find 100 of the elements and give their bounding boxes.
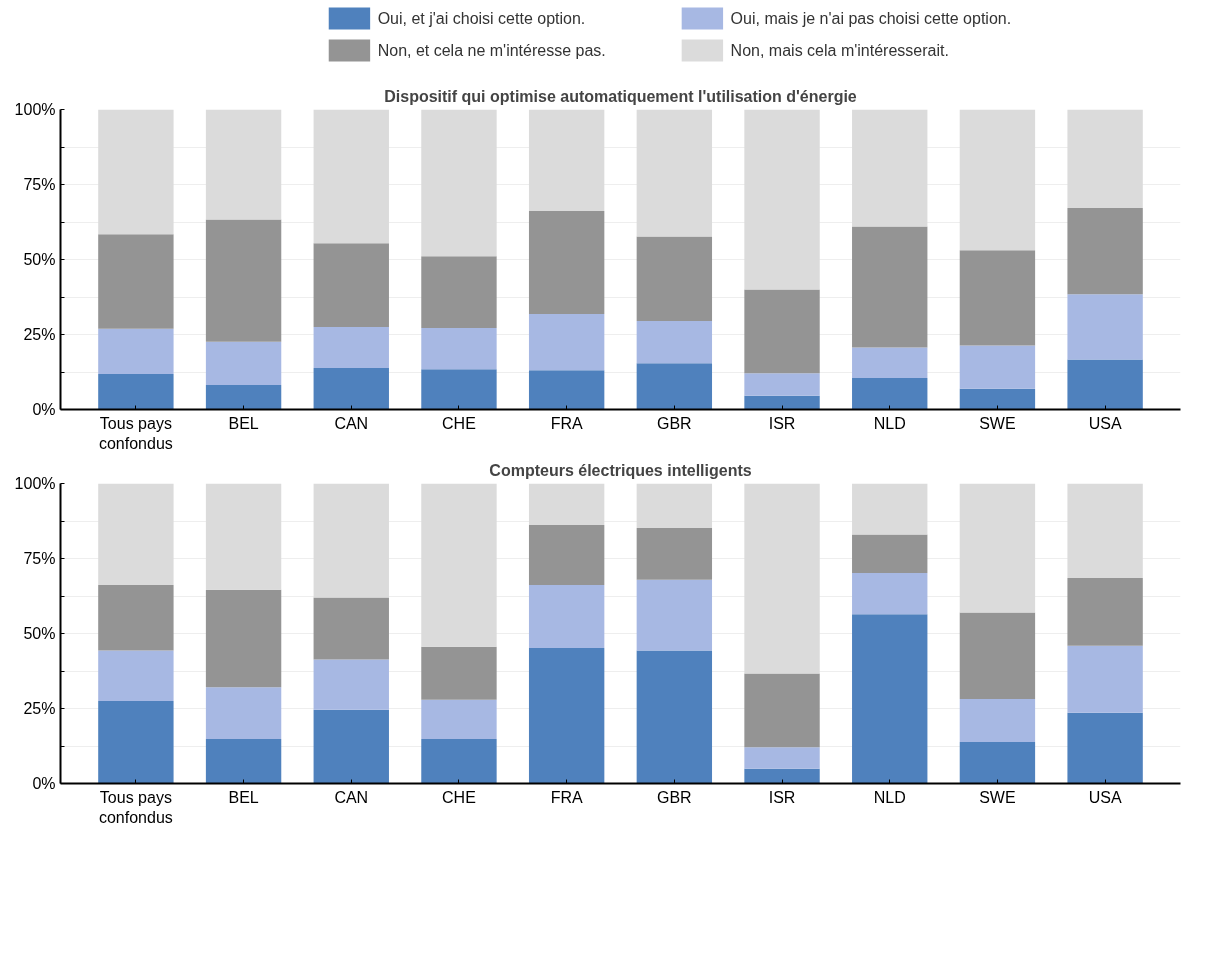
bar (98, 328, 174, 375)
chart-title: Compteurs électriques intelligents (489, 461, 752, 479)
y-tick-label: 25% (23, 700, 56, 717)
bar (636, 579, 713, 651)
bar (744, 673, 820, 748)
x-tick-label: USA (1088, 414, 1122, 432)
bar (421, 256, 497, 328)
bar (744, 768, 820, 784)
bar (98, 650, 174, 701)
x-tick-label: CAN (334, 788, 369, 806)
bar (959, 388, 1036, 410)
bar (98, 701, 174, 784)
bar (98, 584, 174, 651)
bar (852, 109, 928, 227)
bar (205, 687, 282, 740)
bar (959, 742, 1036, 784)
bar (959, 483, 1036, 613)
legend-label: Non, mais cela m'intéresserait. (730, 42, 949, 59)
bar (636, 321, 713, 364)
chart-title: Dispositif qui optimise automatiquement l'utilisation d'énergie (384, 87, 857, 105)
bar (528, 584, 605, 648)
bar (421, 327, 497, 370)
bar (313, 368, 389, 410)
bar (205, 739, 282, 784)
bar (98, 483, 174, 585)
bar (636, 483, 713, 528)
x-tick-label: SWE (979, 788, 1016, 806)
y-tick-label: 0% (32, 775, 56, 792)
bar (98, 374, 174, 410)
bar (1067, 294, 1143, 360)
bar (421, 646, 497, 700)
bar (313, 709, 389, 784)
bar (744, 373, 820, 396)
y-tick-label: 75% (23, 550, 56, 567)
bar (744, 483, 820, 674)
bar (1067, 483, 1143, 578)
x-tick-label: ISR (768, 788, 796, 806)
bar (852, 483, 928, 535)
x-tick-label: Tous pays confondus (98, 414, 173, 452)
bar (959, 612, 1036, 699)
bar (636, 650, 713, 784)
x-tick-label: NLD (873, 788, 906, 806)
bar (421, 483, 497, 647)
bar (852, 347, 928, 378)
bar (313, 109, 389, 244)
x-tick-label: USA (1088, 788, 1122, 806)
bar (421, 739, 497, 784)
bar (528, 370, 605, 410)
bar (852, 534, 928, 573)
bar (528, 314, 605, 371)
x-tick-label: CHE (442, 788, 476, 806)
bar (636, 109, 713, 237)
x-tick-label: CAN (334, 414, 369, 432)
y-tick-label: 25% (23, 326, 56, 343)
bar (421, 699, 497, 740)
y-tick-label: 50% (23, 251, 56, 268)
bar (959, 250, 1036, 346)
y-tick-label: 100% (14, 101, 56, 118)
bar (528, 524, 605, 585)
bar (205, 109, 282, 220)
bar (528, 483, 605, 525)
bar (744, 747, 820, 769)
bar (205, 483, 282, 590)
legend-label: Oui, mais je n'ai pas choisi cette option. (730, 10, 1012, 27)
bar (1067, 359, 1143, 410)
x-tick-label: BEL (228, 414, 259, 432)
bar (852, 226, 928, 348)
bar (1067, 207, 1143, 295)
bar (852, 614, 928, 784)
bar (528, 109, 605, 211)
bar (636, 363, 713, 410)
x-tick-label: GBR (657, 414, 692, 432)
bar (744, 395, 820, 410)
bar (959, 345, 1036, 389)
bar (98, 109, 174, 235)
y-tick-label: 0% (32, 401, 56, 418)
y-tick-label: 100% (14, 475, 56, 492)
x-tick-label: CHE (442, 414, 476, 432)
bar (1067, 712, 1143, 784)
bar (205, 589, 282, 688)
bar (421, 369, 497, 410)
bar (98, 234, 174, 329)
bar (528, 210, 605, 315)
bar (744, 289, 820, 374)
x-tick-label: FRA (550, 788, 583, 806)
bar (313, 243, 389, 327)
bar (205, 341, 282, 385)
x-tick-label: SWE (979, 414, 1016, 432)
bar (205, 219, 282, 342)
bar (313, 659, 389, 710)
bar (1067, 645, 1143, 713)
y-tick-label: 75% (23, 176, 56, 193)
bar (528, 647, 605, 784)
bar (744, 109, 820, 290)
y-tick-label: 50% (23, 625, 56, 642)
x-tick-label: NLD (873, 414, 906, 432)
bar (1067, 109, 1143, 208)
bar (959, 698, 1036, 743)
x-tick-label: FRA (550, 414, 583, 432)
x-tick-label: BEL (228, 788, 259, 806)
